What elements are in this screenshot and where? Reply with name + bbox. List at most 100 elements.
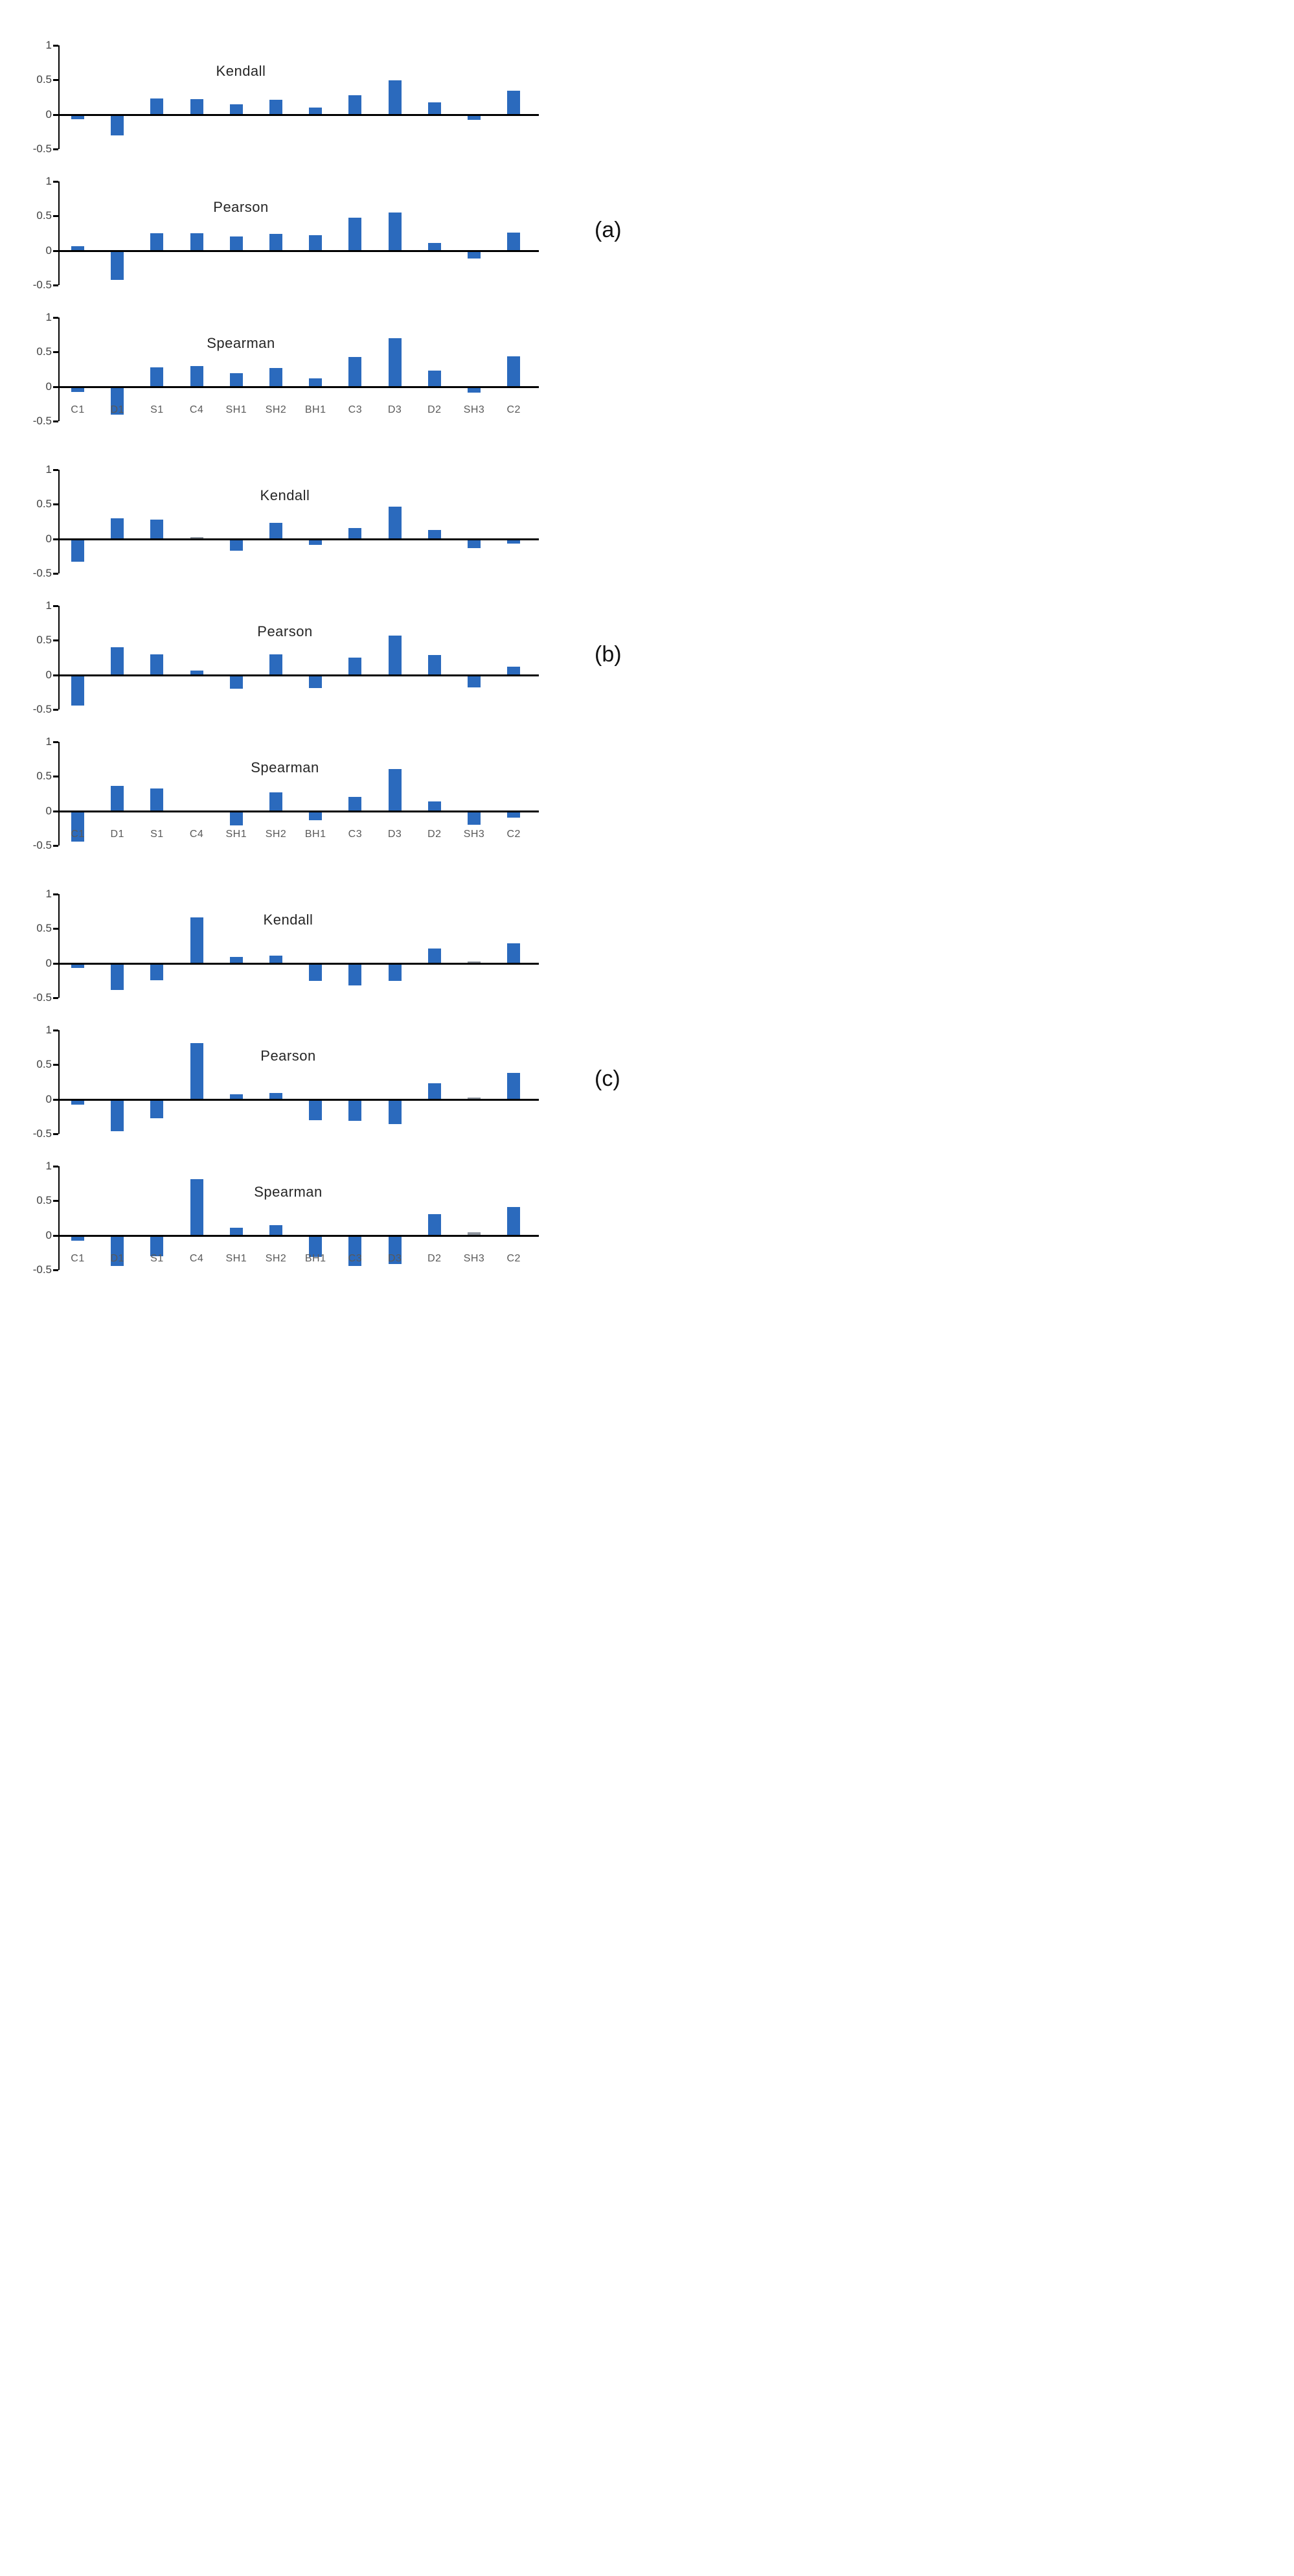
bar-D3: [388, 506, 402, 538]
x-tick-label: D2: [427, 1252, 442, 1264]
y-tick-label: 0: [45, 1228, 52, 1241]
bar-C1: [71, 115, 84, 120]
x-tick-label: C1: [71, 404, 85, 415]
bar-C1: [71, 540, 84, 562]
bar-SH3: [468, 115, 481, 121]
bar-S1: [150, 233, 164, 250]
bar-D1: [111, 518, 124, 538]
x-tick-label: SH1: [225, 1252, 247, 1264]
x-tick-label: SH3: [463, 828, 485, 840]
x-tick-label: D1: [110, 404, 124, 415]
chart-b-pearson: 1 0.5 0 -0.5 Pearson: [0, 599, 647, 739]
y-axis-tick: [53, 113, 58, 116]
bar-D1: [111, 1100, 124, 1131]
bar-SH2: [269, 234, 282, 250]
bar-D2: [427, 529, 441, 538]
x-tick-label: C2: [506, 404, 521, 415]
y-axis-tick: [53, 284, 58, 287]
bar-C1: [71, 812, 84, 842]
bar-S1: [150, 367, 164, 386]
y-tick-label: 0: [45, 1092, 52, 1105]
bar-SH1: [229, 957, 243, 963]
x-tick-label: D2: [427, 404, 442, 415]
chart-c-spearman: 1 0.5 0 -0.5 Spearman C1 D1 S1 C4 SH1 SH2 BH1 C3 D3 D2…: [0, 1160, 647, 1288]
x-tick-label: C4: [189, 828, 204, 840]
chart-b-spearman: 1 0.5 0 -0.5 Spearman C1 D1 S1 C4 SH1 SH2 BH1 C3 D3 D2…: [0, 735, 647, 875]
x-tick-label: C4: [189, 1252, 204, 1264]
bar-SH2: [269, 956, 282, 963]
y-axis-tick: [53, 45, 58, 47]
y-tick-label: 0: [45, 668, 52, 681]
y-tick-label: -0.5: [32, 415, 52, 428]
y-axis-tick: [53, 928, 58, 930]
x-tick-label: C1: [71, 828, 85, 840]
bar-BH1: [309, 1100, 323, 1120]
x-axis-line: [58, 113, 539, 116]
bar-C2: [507, 540, 521, 544]
y-axis-line: [58, 181, 60, 285]
bar-D2: [427, 243, 441, 250]
y-tick-label: -0.5: [32, 991, 52, 1004]
bar-S1: [150, 519, 164, 538]
y-tick-label: 1: [45, 735, 52, 748]
bar-SH3: [468, 1097, 481, 1099]
bar-D1: [111, 647, 124, 674]
bar-C3: [348, 217, 362, 250]
y-tick-label: 0.5: [36, 73, 52, 86]
y-axis-tick: [53, 1133, 58, 1136]
bar-C4: [190, 99, 203, 114]
chart-title: Kendall: [216, 63, 266, 79]
y-axis-tick: [53, 962, 58, 965]
y-axis-line: [58, 45, 60, 149]
chart-b-kendall: 1 0.5 0 -0.5 Kendall: [0, 463, 647, 603]
bar-S1: [150, 654, 164, 674]
bar-SH2: [269, 654, 282, 674]
bar-D3: [388, 964, 402, 982]
x-tick-label: D2: [427, 828, 442, 840]
bar-C4: [190, 1043, 203, 1099]
bar-SH2: [269, 523, 282, 538]
y-axis-line: [58, 742, 60, 845]
bar-BH1: [309, 964, 323, 982]
y-tick-label: 0.5: [36, 770, 52, 783]
y-axis-line: [58, 1166, 60, 1270]
y-tick-label: 0.5: [36, 1058, 52, 1071]
bar-SH1: [229, 373, 243, 386]
bar-C3: [348, 1100, 362, 1121]
chart-a-spearman: 1 0.5 0 -0.5 Spearman C1 D1 S1 C4 SH1 SH2 BH1 C3 D3 D2…: [0, 311, 647, 450]
bar-BH1: [309, 1236, 323, 1257]
chart-title: Spearman: [207, 335, 275, 351]
bar-SH1: [229, 812, 243, 825]
x-tick-label: S1: [150, 1252, 164, 1264]
bar-D1: [111, 115, 124, 135]
x-tick-label: SH1: [225, 828, 247, 840]
bar-D1: [111, 1236, 124, 1266]
y-axis-tick: [53, 810, 58, 812]
x-tick-label: C2: [506, 828, 521, 840]
y-tick-label: 0.5: [36, 498, 52, 511]
x-tick-label: C3: [348, 1252, 363, 1264]
y-tick-label: 1: [45, 463, 52, 476]
x-tick-label: SH2: [265, 404, 287, 415]
x-tick-label: C3: [348, 828, 363, 840]
y-axis-tick: [53, 1029, 58, 1031]
x-tick-label: BH1: [304, 404, 326, 415]
y-axis-tick: [53, 639, 58, 642]
x-tick-label: C3: [348, 404, 363, 415]
bar-C3: [348, 356, 362, 386]
bar-C2: [507, 356, 521, 386]
x-axis-line: [58, 1098, 539, 1101]
bar-D3: [388, 80, 402, 114]
y-tick-label: 1: [45, 599, 52, 612]
y-axis-tick: [53, 215, 58, 218]
y-axis-line: [58, 894, 60, 998]
bar-SH2: [269, 100, 282, 114]
y-tick-label: 0.5: [36, 345, 52, 358]
y-tick-label: 0.5: [36, 209, 52, 222]
bar-SH3: [468, 812, 481, 825]
y-tick-label: 1: [45, 175, 52, 187]
y-tick-label: 1: [45, 1024, 52, 1036]
bar-C3: [348, 658, 362, 674]
bar-D2: [427, 102, 441, 114]
x-tick-label: D3: [387, 1252, 402, 1264]
